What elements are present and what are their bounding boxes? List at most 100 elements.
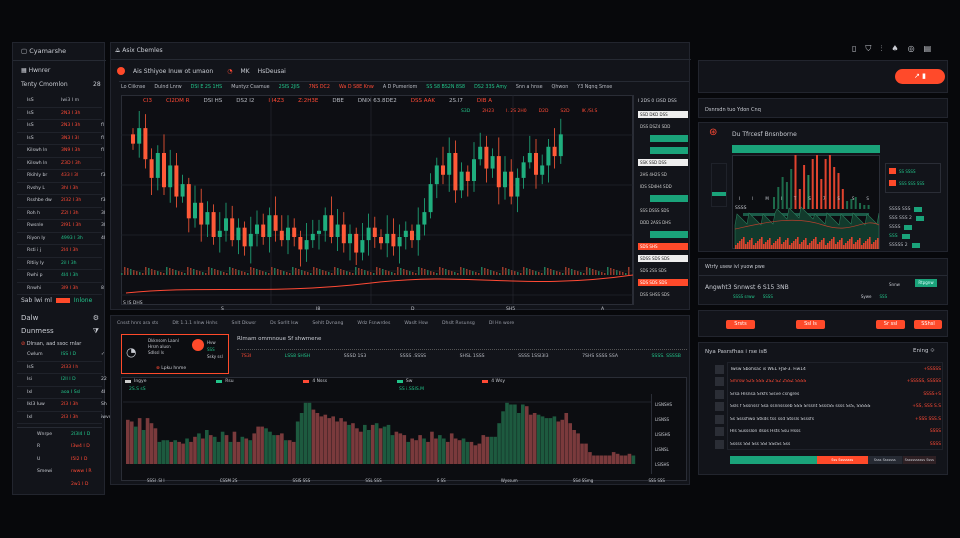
symbol-tag-2[interactable]: HsDeusai (257, 67, 286, 75)
mini-chart-svg[interactable] (733, 155, 879, 249)
sidebar-row[interactable]: Ixl aoa I Ssl 4I (17, 387, 105, 399)
sidebar-row[interactable]: Rsshbe dw 2I32 I 3h f3 (17, 195, 106, 208)
sidebar-row[interactable]: IsS 2N3 I 3h (17, 108, 102, 120)
summary-card[interactable]: ◔ Dkknsom Laanl Hrsm alusn Sdlssl ls Hvw SS… (121, 334, 229, 374)
sidebar-row[interactable]: 2w1 I D (17, 478, 102, 491)
toolbar-item[interactable]: Qhwon (551, 85, 569, 90)
price-tag[interactable]: SSK SSD DSS (638, 159, 688, 166)
volume-tab[interactable]: Waslt Hsw (404, 321, 428, 326)
price-tag[interactable]: SSD DKD DSS (638, 111, 688, 118)
toolbar-item[interactable]: Dulnd Lnrw (154, 85, 182, 90)
sidebar-row[interactable]: IkI3 Iuw 2I3 I 3h Sh (17, 399, 107, 412)
volume-tab[interactable]: DI Hn wore (488, 321, 515, 326)
sidebar-row[interactable]: U I5I2 I D (17, 453, 102, 466)
refresh-icon[interactable]: ◔ (227, 67, 233, 75)
info-button[interactable]: Rtpgnw (915, 279, 937, 287)
price-tag[interactable]: SDS SHS (638, 243, 688, 250)
sidebar-row[interactable]: IsS Iwi3 I m (17, 95, 102, 108)
sidebar-row[interactable]: Wnrpe 2I3I4 I D (17, 428, 102, 441)
menu-item-1[interactable]: Dunmess ⧩ (21, 327, 99, 336)
toolbar-item[interactable]: DSI E 2S 1HS (190, 85, 223, 90)
position-row[interactable]: Smrsw S2S SSS 2S2 S2 2SSZ SSSS +SSSSS, SS… (715, 376, 941, 389)
sidebar-row[interactable]: Smewi rwww I R (17, 466, 102, 479)
toolbar-item[interactable]: Y3 Nqnq Smse (577, 85, 613, 90)
progress-segment-3[interactable]: Sssssssssss Ssss (902, 456, 937, 464)
price-tag[interactable]: 2HS 4H2S SD (640, 172, 667, 177)
toggle-switch[interactable] (55, 298, 70, 303)
toolbar-item[interactable]: DS2 33S Amy (474, 85, 507, 90)
sidebar-section[interactable]: ▦ Hwnrer (21, 67, 51, 74)
volume-tab[interactable]: Dhslt Rvsunsg (442, 321, 475, 326)
position-row[interactable]: Twsw Sbohsac is WEL FJSF3. Fiw14 +SSSSS (715, 363, 941, 376)
sidebar-row[interactable]: Roh h Z2I I 3h 3l (17, 208, 105, 220)
volume-tab[interactable]: Cnsst hnrs ara sts (117, 321, 159, 326)
price-tag[interactable]: SSS DSSS SDS (640, 208, 670, 213)
volume-chart[interactable] (123, 394, 651, 474)
sidebar-row[interactable]: R I3w4 I D (17, 441, 102, 454)
sidebar-row[interactable]: Rwhi p 4I4 I 3h (17, 270, 102, 283)
symbol-tag[interactable]: MK (240, 67, 250, 75)
toolbar-item[interactable]: 2SIS 2JIS (278, 85, 300, 90)
toolbar-item[interactable]: SS S8 BS2N 8S8 (426, 85, 466, 90)
record-button[interactable] (192, 339, 204, 351)
volume-tab[interactable]: Wdz Fsnwrdes (357, 321, 391, 326)
sidebar-row[interactable]: Riyon ly 4993 I 3h 4I (17, 233, 105, 245)
position-row[interactable]: Hls Sussslon dsos Hsts Ssu Hsss SSSS (715, 426, 941, 439)
action-button-2[interactable]: Ssl ls (796, 320, 825, 329)
volume-tab[interactable]: Ds Sorllt lsw (270, 321, 299, 326)
price-tag[interactable]: DSS DSZ4 SDD (640, 124, 671, 129)
bell-icon[interactable]: ♠ (891, 44, 899, 53)
candlestick-chart[interactable] (121, 95, 633, 305)
sidebar-row[interactable]: Kilswh ln Z3D I 3h (17, 158, 102, 170)
sidebar-row[interactable]: IxI 2I3 I 3h iwvdw (17, 412, 115, 424)
progress-segment-2[interactable]: Ssss Sssssss (868, 456, 902, 464)
price-tag[interactable]: DDD 2ASS DHS (640, 220, 671, 225)
sidebar-row[interactable]: Rwsnle 2I91 I 3h 3l (17, 220, 105, 233)
position-row[interactable]: Sssss SSI Sss SSl SSsSs Sss SSSS (715, 438, 941, 451)
sidebar-row[interactable]: IsS 3N3 I 3l fl (17, 133, 104, 145)
settings-icon[interactable]: ◎ (907, 44, 915, 53)
sidebar-row[interactable]: Kilswh ln 3N9 I 3h fl (17, 145, 104, 158)
sidebar-row[interactable]: Rvshy L 3hI I 3h (17, 183, 102, 195)
menu-item-0[interactable]: Dalw ⚙ (21, 314, 99, 322)
toolbar-item[interactable]: Snn a hnse (515, 85, 543, 90)
sidebar-row[interactable]: Cwlum ISS I D ✓ (17, 349, 105, 362)
sidebar-row[interactable]: IsS 2N3 I 3h fl (17, 120, 104, 133)
position-row[interactable]: Ss Ssssfiwo Stkds tss ssd Stssls Ssssfs +… (715, 413, 941, 426)
price-tag[interactable]: SDS SDS SDS (638, 279, 688, 286)
volume-tab[interactable]: Snlt Dkwsr (231, 321, 257, 326)
volume-tab[interactable]: Sehlt Dvnang (312, 321, 344, 326)
position-row[interactable]: Srsa Hlsnsa Srkfs Sisve csngres SSSS+S (715, 388, 941, 401)
sidebar-row[interactable]: Rsti i j 2I4 I 3h (17, 245, 102, 258)
price-tag[interactable] (650, 231, 688, 238)
toolbar-item[interactable]: Muntyz Csamue (231, 85, 270, 90)
action-button-1[interactable]: Srsts (726, 320, 755, 329)
action-button-4[interactable]: SShsl (914, 320, 942, 329)
price-tag[interactable] (650, 135, 688, 142)
action-button-3[interactable]: Sr ssl (876, 320, 905, 329)
sidebar-row[interactable]: Rnwhi 3I9 I 3h 8 (17, 283, 104, 295)
sidebar-row[interactable]: Rkihly br 433 I 3l f3 (17, 170, 106, 183)
toolbar-item[interactable]: A D Pumeriom (382, 85, 418, 90)
price-tag[interactable]: DSS SHSS SDS (640, 292, 670, 297)
volume-tab[interactable]: Dlt 1.1.1 nlnw Hnhs (172, 321, 218, 326)
toolbar-item[interactable]: Lo Ciiknse (121, 85, 146, 90)
positions-action[interactable]: Ening ⟐ (913, 348, 935, 354)
position-row[interactable]: Ssls f Sssnssr Ssa ssnnssseb SSS Srssnt … (715, 401, 941, 414)
price-tag[interactable] (650, 147, 688, 154)
document-icon[interactable]: ▯ (852, 44, 857, 53)
price-tag[interactable]: SDS 2SS SDS (640, 268, 667, 273)
sidebar-row[interactable]: Isi I2ll I D 22 (17, 374, 107, 387)
sidebar-row[interactable]: IsS 2I33 I h (17, 362, 102, 374)
shield-icon[interactable]: ⛉ (865, 44, 872, 53)
toolbar-item[interactable]: 7NS DC2 (308, 85, 330, 90)
progress-segment-1[interactable]: Sss Ssssssss (816, 456, 869, 464)
price-tag[interactable]: IDS SD4H4 SDD (640, 184, 672, 189)
toolbar-item[interactable]: Wa D S8E Knw (338, 85, 374, 90)
price-tag[interactable] (650, 195, 688, 202)
action-button[interactable]: ↗ ▮ (895, 69, 945, 84)
card-link[interactable]: ⊗ Lpku hnme (156, 366, 187, 371)
symbol-label[interactable]: Ais Sthiyoe Inuw ot umaon (133, 67, 214, 75)
price-tag[interactable]: SDSS SDS SDS (638, 255, 688, 262)
chart-icon[interactable]: ⫶ (880, 44, 883, 53)
